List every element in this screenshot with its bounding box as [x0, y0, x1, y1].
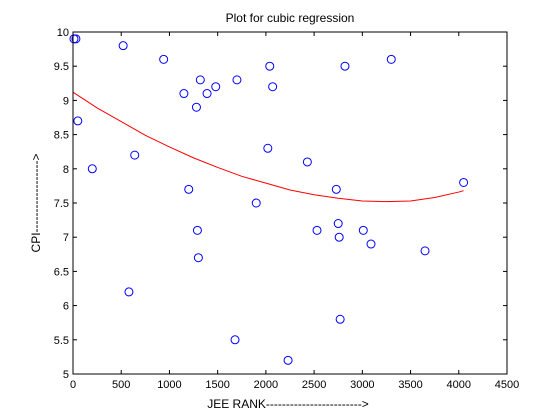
data-point-24	[312, 225, 322, 235]
y-tick-label-4: 7	[63, 232, 69, 244]
data-point-15	[211, 82, 221, 92]
regression-curve-layer	[72, 91, 464, 203]
data-point-9	[184, 184, 194, 194]
y-tick-label-7: 8.5	[54, 130, 69, 142]
y-tick-label-0: 5	[63, 369, 69, 381]
chart-title: Plot for cubic regression	[226, 11, 355, 25]
x-tick-label-8: 4000	[447, 379, 471, 391]
data-point-17	[232, 75, 242, 85]
y-tick-label-2: 6	[63, 301, 69, 313]
data-point-16	[230, 335, 240, 345]
x-tick-label-4: 2000	[254, 379, 278, 391]
data-point-5	[124, 287, 134, 297]
data-point-8	[179, 89, 189, 99]
data-point-3	[87, 164, 97, 174]
data-point-28	[335, 314, 345, 324]
data-point-21	[268, 82, 278, 92]
data-point-31	[366, 239, 376, 249]
data-point-4	[118, 41, 128, 51]
data-point-33	[420, 246, 430, 256]
x-tick-label-9: 4500	[495, 379, 519, 391]
x-tick-label-3: 1500	[205, 379, 229, 391]
data-point-2	[73, 116, 83, 126]
y-tick-label-3: 6.5	[54, 266, 69, 278]
data-point-30	[358, 225, 368, 235]
data-point-13	[195, 75, 205, 85]
cubic-fit-line	[72, 91, 464, 203]
data-point-20	[265, 61, 275, 71]
data-point-18	[251, 198, 261, 208]
data-points-layer	[69, 34, 469, 365]
data-point-14	[202, 89, 212, 99]
x-tick-label-5: 2500	[302, 379, 326, 391]
data-point-26	[333, 219, 343, 229]
y-tick-label-9: 9.5	[54, 61, 69, 73]
data-point-22	[283, 355, 293, 365]
data-point-7	[159, 54, 169, 64]
data-point-12	[193, 253, 203, 263]
data-point-10	[191, 102, 201, 112]
data-point-1	[71, 34, 81, 44]
data-point-11	[192, 225, 202, 235]
x-tick-label-1: 500	[112, 379, 130, 391]
x-tick-label-2: 1000	[157, 379, 181, 391]
data-point-29	[340, 61, 350, 71]
data-point-19	[263, 143, 273, 153]
x-tick-label-6: 3000	[350, 379, 374, 391]
data-point-27	[334, 232, 344, 242]
y-tick-label-10: 10	[57, 27, 69, 39]
x-axis-label: JEE RANK------------------------>	[207, 397, 369, 411]
y-tick-label-1: 5.5	[54, 335, 69, 347]
data-point-23	[302, 157, 312, 167]
axis-ticks-layer: 0 500 1000 1500 2000 2500 3000 3500 4000 4500 5 5.5…	[54, 27, 520, 391]
y-tick-label-5: 7.5	[54, 198, 69, 210]
x-tick-label-7: 3500	[398, 379, 422, 391]
data-point-34	[459, 177, 469, 187]
x-tick-label-0: 0	[70, 379, 76, 391]
plot-area	[73, 32, 507, 374]
data-point-32	[386, 54, 396, 64]
axes-box	[72, 31, 508, 375]
data-point-25	[331, 184, 341, 194]
y-tick-label-6: 8	[63, 164, 69, 176]
data-point-6	[130, 150, 140, 160]
y-axis-label: CPI------------------>	[29, 154, 43, 253]
y-tick-label-8: 9	[63, 95, 69, 107]
